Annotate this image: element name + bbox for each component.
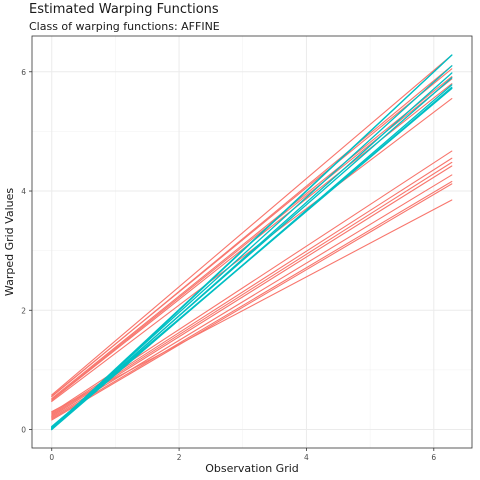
series-line-red bbox=[51, 180, 453, 420]
x-tick-label: 6 bbox=[431, 453, 436, 462]
series-line-cyan bbox=[51, 65, 453, 429]
x-tick-label: 2 bbox=[177, 453, 182, 462]
series-lines bbox=[51, 54, 453, 431]
y-tick-label: 4 bbox=[21, 187, 26, 196]
panel-border bbox=[31, 35, 473, 449]
series-line-red bbox=[51, 75, 453, 400]
x-tick-label: 4 bbox=[304, 453, 309, 462]
chart-subtitle: Class of warping functions: AFFINE bbox=[29, 20, 220, 33]
x-axis-ticks: 0 2 4 6 bbox=[49, 448, 436, 462]
y-axis-title: Warped Grid Values bbox=[3, 188, 16, 296]
series-line-red bbox=[51, 98, 453, 403]
x-tick-label: 0 bbox=[49, 453, 54, 462]
series-line-cyan bbox=[51, 54, 453, 429]
chart-title: Estimated Warping Functions bbox=[29, 2, 219, 17]
series-line-red bbox=[51, 68, 453, 397]
series-line-red bbox=[51, 183, 453, 421]
x-axis-title: Observation Grid bbox=[205, 462, 299, 475]
major-gridlines bbox=[32, 36, 472, 448]
series-line-red bbox=[51, 165, 453, 417]
y-tick-label: 6 bbox=[21, 68, 26, 77]
y-tick-label: 2 bbox=[21, 306, 26, 315]
series-line-cyan bbox=[51, 77, 453, 428]
series-line-red bbox=[51, 54, 453, 396]
series-line-red bbox=[51, 199, 453, 413]
series-line-red bbox=[51, 161, 453, 416]
y-tick-label: 0 bbox=[21, 426, 26, 435]
series-line-red bbox=[51, 174, 453, 419]
series-line-cyan bbox=[51, 87, 453, 428]
y-axis-ticks: 0 2 4 6 bbox=[21, 68, 32, 435]
